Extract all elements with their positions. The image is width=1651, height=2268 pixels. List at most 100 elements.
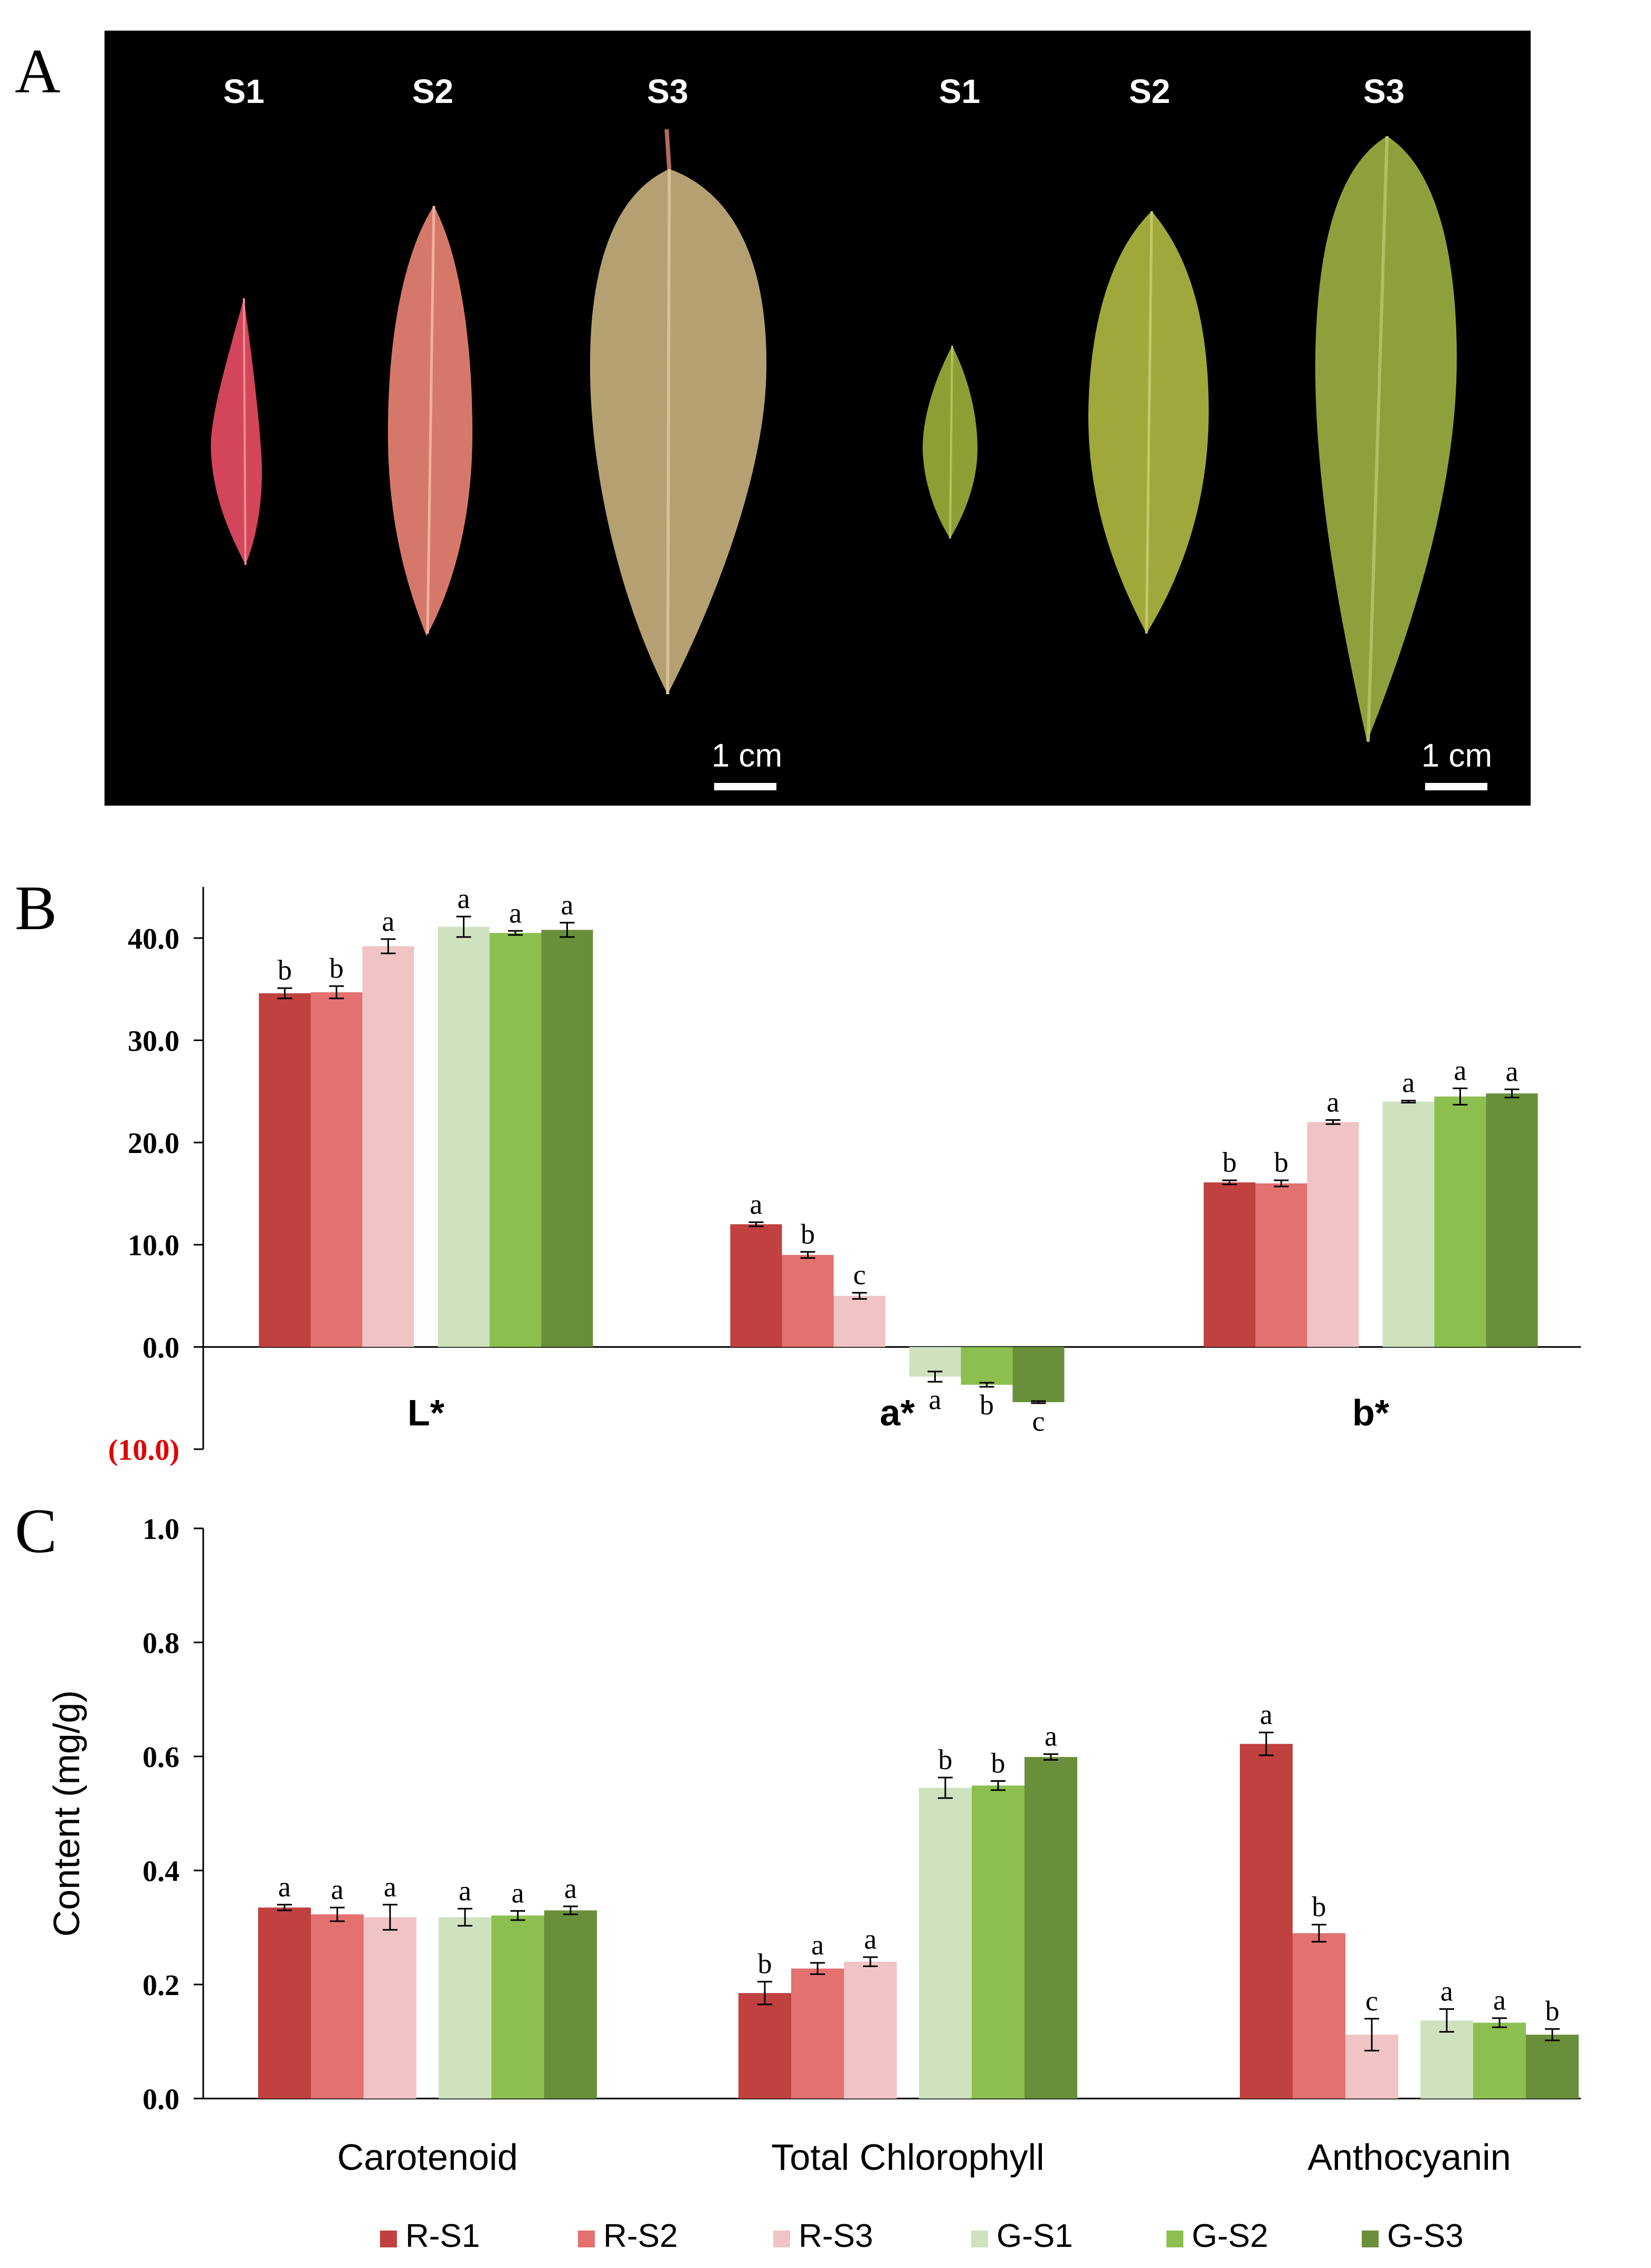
bar-g-s1-total-chlorophyll bbox=[919, 1788, 972, 2099]
error-bar bbox=[1031, 1400, 1046, 1404]
error-bar bbox=[800, 1251, 815, 1259]
significance-letter: a bbox=[811, 1929, 824, 1961]
bar-r-s3-a bbox=[833, 1296, 886, 1347]
significance-letter: c bbox=[1032, 1405, 1045, 1437]
significance-letter: b bbox=[278, 955, 292, 986]
error-bar bbox=[458, 1907, 472, 1927]
green-stage-label-s3: S3 bbox=[1363, 72, 1405, 110]
significance-letter: a bbox=[382, 905, 395, 937]
significance-letter: a bbox=[564, 1873, 577, 1904]
error-bar bbox=[330, 1906, 345, 1922]
bar-g-s3-b bbox=[1486, 1093, 1538, 1347]
significance-letter: c bbox=[853, 1259, 866, 1291]
y-tick-label: 20.0 bbox=[128, 1127, 179, 1160]
significance-letter: b bbox=[1222, 1147, 1237, 1178]
scale-bar-red: 1 cm bbox=[711, 738, 782, 790]
bar-g-s2-b bbox=[1434, 1096, 1486, 1347]
significance-letter: a bbox=[458, 883, 470, 914]
error-bar bbox=[508, 930, 523, 936]
leaf-green-s3 bbox=[1315, 136, 1457, 742]
error-bar bbox=[383, 1904, 397, 1931]
error-bar bbox=[810, 1962, 825, 1976]
significance-letter: a bbox=[509, 897, 522, 929]
legend-label: R-S3 bbox=[799, 2218, 873, 2254]
error-bar bbox=[1492, 2017, 1507, 2028]
leaf-red-s2 bbox=[388, 205, 472, 636]
legend-swatch bbox=[971, 2231, 988, 2247]
error-bar bbox=[979, 1382, 994, 1388]
error-bar bbox=[938, 1776, 953, 1799]
bar-r-s2-b bbox=[1255, 1183, 1307, 1347]
significance-letter: a bbox=[929, 1384, 942, 1415]
significance-letter: a bbox=[459, 1875, 471, 1906]
error-bar bbox=[1043, 1753, 1058, 1761]
y-tick-label: 0.8 bbox=[143, 1627, 179, 1660]
bar-g-s2-l bbox=[489, 933, 542, 1347]
red-stage-label-s1: S1 bbox=[223, 72, 264, 110]
bar-g-s3-carotenoid bbox=[544, 1910, 597, 2099]
significance-letter: a bbox=[1327, 1086, 1340, 1118]
panel-label-b: B bbox=[15, 873, 57, 943]
bar-r-s1-a bbox=[730, 1224, 782, 1347]
leaf-red-s1 bbox=[211, 298, 262, 565]
error-bar bbox=[329, 985, 344, 999]
y-tick-label: 10.0 bbox=[128, 1230, 179, 1262]
error-bar bbox=[381, 938, 396, 955]
significance-letter: a bbox=[1454, 1054, 1467, 1086]
significance-letter: a bbox=[511, 1877, 524, 1909]
significance-letter: b bbox=[991, 1747, 1005, 1779]
legend-item-r-s3: R-S3 bbox=[773, 2218, 873, 2254]
legend-item-r-s1: R-S1 bbox=[380, 2218, 480, 2254]
significance-letter: a bbox=[1045, 1721, 1057, 1752]
y-tick-label: 0.2 bbox=[143, 1969, 179, 2002]
panel-label-c: C bbox=[15, 1496, 57, 1566]
error-bar bbox=[1504, 1088, 1520, 1099]
error-bar bbox=[277, 987, 292, 999]
significance-letter: c bbox=[1365, 1985, 1378, 2017]
bar-g-s1-anthocyanin bbox=[1420, 2020, 1473, 2099]
error-bar bbox=[991, 1780, 1005, 1791]
error-bar bbox=[277, 1904, 292, 1912]
red-stage-label-s2: S2 bbox=[412, 72, 453, 110]
significance-letter: b bbox=[329, 952, 344, 984]
panel-label-a: A bbox=[15, 36, 61, 106]
legend-label: G-S3 bbox=[1387, 2218, 1464, 2254]
error-bar bbox=[1259, 1732, 1274, 1756]
error-bar bbox=[1439, 2008, 1454, 2033]
significance-letter: a bbox=[384, 1871, 396, 1903]
bar-g-s3-anthocyanin bbox=[1526, 2035, 1579, 2099]
legend-swatch bbox=[578, 2231, 595, 2247]
legend: R-S1 R-S2 R-S3 G-S1 G-S2 G-S3 bbox=[380, 2218, 1464, 2254]
significance-letter: a bbox=[1260, 1699, 1273, 1731]
legend-item-g-s2: G-S2 bbox=[1166, 2218, 1268, 2254]
category-label-anthocyanin: Anthocyanin bbox=[1307, 2137, 1511, 2178]
bar-g-s2-anthocyanin bbox=[1473, 2023, 1526, 2099]
significance-letter: a bbox=[1402, 1067, 1415, 1099]
legend-item-g-s3: G-S3 bbox=[1362, 2218, 1464, 2254]
error-bar bbox=[1401, 1100, 1416, 1104]
significance-letter: b bbox=[1274, 1147, 1288, 1178]
y-tick-label: 30.0 bbox=[128, 1025, 179, 1057]
category-label-carotenoid: Carotenoid bbox=[337, 2137, 518, 2178]
leaf-green-s1 bbox=[923, 345, 978, 539]
significance-letter: b bbox=[938, 1744, 953, 1775]
bar-r-s3-carotenoid bbox=[364, 1917, 416, 2099]
error-bar bbox=[1222, 1179, 1237, 1185]
significance-letter: a bbox=[1440, 1975, 1453, 2007]
bar-r-s3-total-chlorophyll bbox=[844, 1961, 897, 2099]
significance-letter: b bbox=[758, 1948, 772, 1980]
error-bar bbox=[863, 1956, 878, 1967]
error-bar bbox=[510, 1910, 525, 1921]
bar-r-s3-l bbox=[362, 946, 414, 1347]
bar-g-s3-l bbox=[541, 930, 593, 1347]
error-bar bbox=[1274, 1179, 1289, 1187]
green-stage-label-s2: S2 bbox=[1129, 72, 1170, 110]
category-label-total-chlorophyll: Total Chlorophyll bbox=[771, 2137, 1044, 2178]
legend-swatch bbox=[1362, 2231, 1379, 2247]
category-label-b: b* bbox=[1352, 1392, 1390, 1433]
bar-g-s2-total-chlorophyll bbox=[972, 1785, 1024, 2099]
significance-letter: b bbox=[1312, 1891, 1326, 1923]
leaf-green-s2 bbox=[1088, 211, 1209, 634]
error-bar bbox=[1325, 1119, 1341, 1125]
legend-swatch bbox=[773, 2231, 790, 2247]
